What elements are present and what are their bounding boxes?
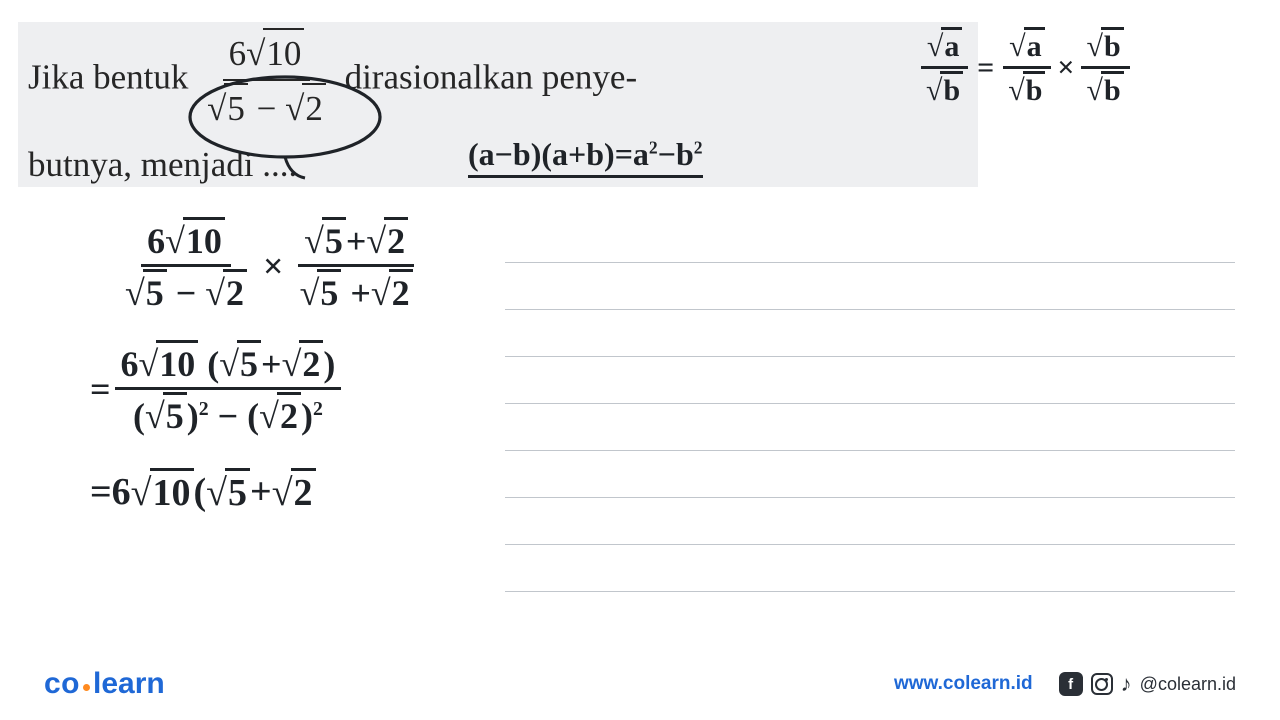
step1-frac-b: 5+2 5 +2 xyxy=(294,215,419,316)
brand-logo: co learn xyxy=(44,667,165,701)
identity-formula: (a−b)(a+b)=a2−b2 xyxy=(468,136,703,173)
rule-line xyxy=(505,544,1235,545)
work-step-1: 610 5 − 2 × 5+2 5 +2 xyxy=(115,215,423,316)
instagram-icon xyxy=(1091,673,1113,695)
social-handle: @colearn.id xyxy=(1140,674,1236,695)
rule-lhs: a b xyxy=(920,25,969,110)
fraction-denominator: 5 − 2 xyxy=(201,81,332,134)
rationalize-rule: a b = a b × b b xyxy=(916,25,1134,110)
text-middle: dirasionalkan penye- xyxy=(345,57,638,96)
facebook-icon: f xyxy=(1059,672,1083,696)
work-step-3: = 610 ( 5 +2 xyxy=(90,468,316,515)
website-url: www.colearn.id xyxy=(894,673,1033,695)
rule-line xyxy=(505,591,1235,592)
sqrt-2: 2 xyxy=(285,89,326,128)
ruled-lines xyxy=(505,262,1235,638)
question-line-1: Jika bentuk 610 5 − 2 dirasionalkan peny… xyxy=(28,26,968,135)
rule-r2: b b xyxy=(1081,25,1130,110)
step1-frac-a: 610 5 − 2 xyxy=(119,215,253,316)
rule-line xyxy=(505,309,1235,310)
footer-right: www.colearn.id f ♪ @colearn.id xyxy=(894,671,1236,697)
logo-dot-icon xyxy=(83,684,90,691)
social-block: f ♪ @colearn.id xyxy=(1059,671,1236,697)
work-step-2: = 610 (5+2) (5)2 − (2)2 xyxy=(90,338,345,439)
rule-line xyxy=(505,403,1235,404)
rule-line xyxy=(505,262,1235,263)
sqrt-5: 5 xyxy=(207,89,248,128)
fraction-numerator: 610 xyxy=(223,26,311,81)
rule-line xyxy=(505,497,1235,498)
question-fraction: 610 5 − 2 xyxy=(201,26,332,135)
footer: co learn www.colearn.id f ♪ @colearn.id xyxy=(0,648,1280,720)
step2-frac: 610 (5+2) (5)2 − (2)2 xyxy=(115,338,342,439)
tiktok-icon: ♪ xyxy=(1121,671,1132,697)
rule-line xyxy=(505,450,1235,451)
logo-learn: learn xyxy=(93,667,165,701)
rule-r1: a b xyxy=(1002,25,1051,110)
rule-line xyxy=(505,356,1235,357)
page: Jika bentuk 610 5 − 2 dirasionalkan peny… xyxy=(0,0,1280,720)
logo-co: co xyxy=(44,667,80,701)
identity-underline: (a−b)(a+b)=a2−b2 xyxy=(468,136,703,178)
sqrt-10: 10 xyxy=(246,34,304,73)
text-prefix: Jika bentuk xyxy=(28,57,188,96)
